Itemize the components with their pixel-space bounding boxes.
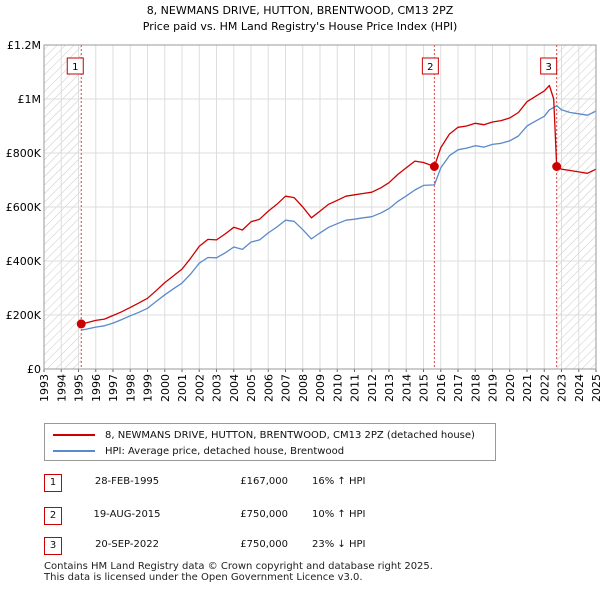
y-tick-label: £600K bbox=[6, 201, 42, 214]
x-tick-label: 1994 bbox=[55, 374, 68, 402]
transaction-number: 2 bbox=[44, 507, 62, 525]
transaction-number: 3 bbox=[44, 537, 62, 555]
x-tick-label: 2004 bbox=[228, 374, 241, 402]
x-tick-label: 2020 bbox=[504, 374, 517, 402]
transaction-number: 1 bbox=[44, 474, 62, 492]
legend-item-property: 8, NEWMANS DRIVE, HUTTON, BRENTWOOD, CM1… bbox=[53, 427, 475, 443]
y-tick-label: £800K bbox=[6, 147, 42, 160]
property-price-line bbox=[81, 84, 597, 325]
chart-title: 8, NEWMANS DRIVE, HUTTON, BRENTWOOD, CM1… bbox=[147, 4, 454, 17]
transaction-hpi: 10% ↑ HPI bbox=[312, 509, 366, 520]
x-tick-label: 1996 bbox=[90, 374, 103, 402]
x-tick-label: 2023 bbox=[556, 374, 569, 402]
price-chart: 8, NEWMANS DRIVE, HUTTON, BRENTWOOD, CM1… bbox=[6, 4, 600, 402]
x-tick-label: 2016 bbox=[435, 374, 448, 402]
x-tick-label: 1999 bbox=[142, 374, 155, 402]
x-tick-label: 2001 bbox=[176, 374, 189, 402]
x-tick-label: 1995 bbox=[73, 374, 86, 402]
x-tick-label: 2015 bbox=[418, 374, 431, 402]
legend-swatch-property bbox=[53, 434, 95, 436]
transaction-date: 20-SEP-2022 bbox=[95, 539, 159, 550]
y-tick-label: £0 bbox=[27, 363, 41, 376]
x-tick-label: 2006 bbox=[262, 374, 275, 402]
sale-label: 1 bbox=[72, 62, 78, 73]
legend-label-property: 8, NEWMANS DRIVE, HUTTON, BRENTWOOD, CM1… bbox=[105, 429, 475, 441]
x-tick-label: 2008 bbox=[297, 374, 310, 402]
x-tick-label: 2024 bbox=[573, 374, 586, 402]
footer: Contains HM Land Registry data © Crown c… bbox=[44, 561, 433, 583]
x-tick-label: 2012 bbox=[366, 374, 379, 402]
x-tick-label: 2000 bbox=[159, 374, 172, 402]
legend-swatch-hpi bbox=[53, 450, 95, 452]
transaction-date: 19-AUG-2015 bbox=[93, 509, 161, 520]
x-tick-label: 2011 bbox=[349, 374, 362, 402]
x-tick-label: 2009 bbox=[314, 374, 327, 402]
sale-label-box bbox=[421, 57, 439, 75]
x-tick-label: 2014 bbox=[400, 374, 413, 402]
y-tick-label: £400K bbox=[6, 255, 42, 268]
chart-subtitle: Price paid vs. HM Land Registry's House … bbox=[143, 20, 458, 33]
footer-line-1: Contains HM Land Registry data © Crown c… bbox=[44, 561, 433, 572]
x-tick-label: 2007 bbox=[280, 374, 293, 402]
hpi-line bbox=[81, 105, 597, 331]
legend-item-hpi: HPI: Average price, detached house, Bren… bbox=[53, 443, 344, 459]
sale-label-box bbox=[66, 57, 84, 75]
y-tick-label: £1M bbox=[18, 93, 42, 106]
transaction-hpi: 23% ↓ HPI bbox=[312, 539, 366, 550]
transaction-price: £750,000 bbox=[240, 509, 288, 520]
x-tick-label: 2022 bbox=[538, 374, 551, 402]
sale-label: 2 bbox=[427, 62, 433, 73]
x-tick-label: 2017 bbox=[452, 374, 465, 402]
x-tick-label: 2005 bbox=[245, 374, 258, 402]
x-tick-label: 1997 bbox=[107, 374, 120, 402]
legend-label-hpi: HPI: Average price, detached house, Bren… bbox=[105, 445, 345, 457]
x-tick-label: 2003 bbox=[211, 374, 224, 402]
x-tick-label: 2025 bbox=[590, 374, 600, 402]
x-tick-label: 2010 bbox=[331, 374, 344, 402]
y-tick-label: £200K bbox=[6, 309, 42, 322]
sale-point bbox=[552, 162, 562, 171]
transaction-date: 28-FEB-1995 bbox=[94, 476, 160, 487]
legend: 8, NEWMANS DRIVE, HUTTON, BRENTWOOD, CM1… bbox=[44, 423, 496, 461]
x-tick-label: 2018 bbox=[469, 374, 482, 402]
x-tick-label: 2013 bbox=[383, 374, 396, 402]
sale-point bbox=[76, 319, 86, 329]
footer-line-2: This data is licensed under the Open Gov… bbox=[44, 572, 363, 583]
plot-frame bbox=[43, 44, 597, 370]
x-tick-label: 2019 bbox=[487, 374, 500, 402]
x-tick-label: 1993 bbox=[38, 374, 51, 402]
sale-label: 3 bbox=[545, 62, 551, 73]
transaction-price: £167,000 bbox=[240, 476, 288, 487]
x-tick-label: 2021 bbox=[521, 374, 534, 402]
x-tick-label: 2002 bbox=[193, 374, 206, 402]
sale-point bbox=[429, 162, 439, 171]
transaction-hpi: 16% ↑ HPI bbox=[312, 476, 366, 487]
x-tick-label: 1998 bbox=[124, 374, 137, 402]
y-tick-label: £1.2M bbox=[7, 39, 41, 52]
transaction-price: £750,000 bbox=[240, 539, 288, 550]
sale-label-box bbox=[540, 57, 558, 75]
